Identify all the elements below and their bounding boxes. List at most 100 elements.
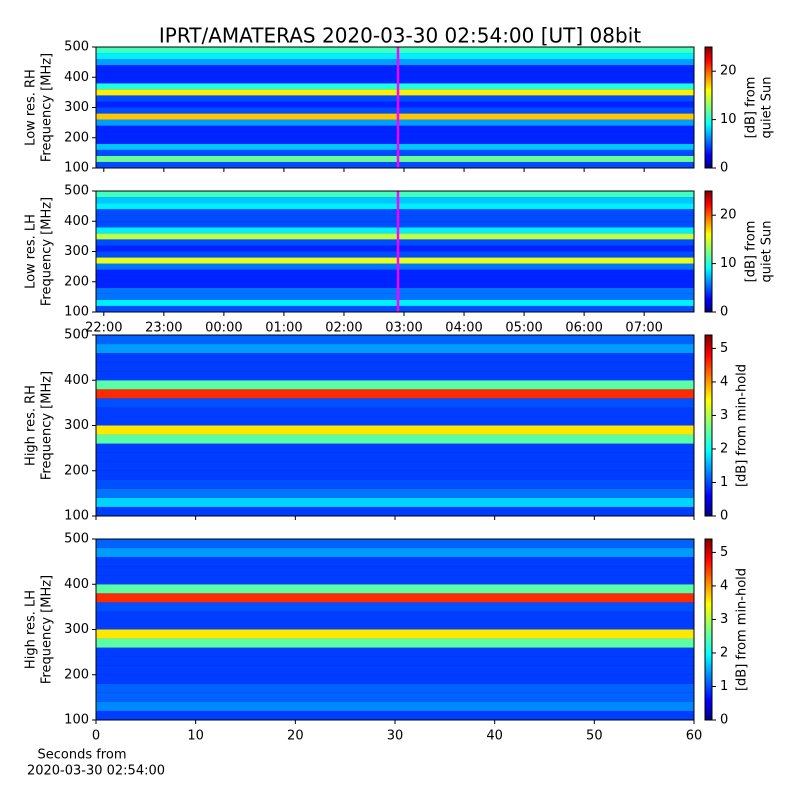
y-tick-label: 200 bbox=[64, 274, 89, 289]
spectrum-band bbox=[96, 95, 694, 102]
y-tick-label: 500 bbox=[64, 40, 89, 55]
y-tick-label: 100 bbox=[64, 305, 89, 320]
y-tick-label: 100 bbox=[64, 161, 89, 176]
spectrum-band bbox=[96, 371, 694, 381]
spectrum-band bbox=[96, 83, 694, 90]
colorbar-tick-label: 1 bbox=[720, 679, 728, 694]
spectrum-band bbox=[96, 119, 694, 126]
colorbar-tick-label: 2 bbox=[720, 441, 728, 456]
spectrum-band bbox=[96, 155, 694, 162]
colorbar-tick-label: 0 bbox=[720, 509, 728, 524]
spectrum-band bbox=[96, 434, 694, 444]
spectrum-band bbox=[96, 647, 694, 657]
x-tick-label: 03:00 bbox=[385, 321, 422, 336]
spectrum-band bbox=[96, 398, 694, 408]
spectrum-band bbox=[96, 239, 694, 246]
spectrum-band bbox=[96, 203, 694, 210]
spectrum-band bbox=[96, 479, 694, 489]
spectrum-band bbox=[96, 470, 694, 480]
y-tick-label: 300 bbox=[64, 418, 89, 433]
x-tick-label: 0 bbox=[92, 729, 100, 744]
spectrum-band bbox=[96, 461, 694, 471]
colorbar bbox=[704, 46, 713, 169]
y-axis-label: High res. RH bbox=[24, 385, 39, 466]
spectrum-band bbox=[96, 191, 694, 198]
spectrum-band bbox=[96, 506, 694, 516]
spectrum-band bbox=[96, 602, 694, 612]
spectrum-band bbox=[96, 692, 694, 702]
y-tick-label: 100 bbox=[64, 509, 89, 524]
x-tick-label: 07:00 bbox=[625, 321, 662, 336]
spectrum-band bbox=[96, 233, 694, 240]
y-axis-label: Frequency [MHz] bbox=[40, 371, 55, 480]
colorbar-label: [dB] from min-hold bbox=[735, 568, 750, 691]
y-axis-label: High res. LH bbox=[24, 590, 39, 669]
y-tick-label: 400 bbox=[64, 70, 89, 85]
spectrum-band bbox=[96, 620, 694, 630]
colorbar-tick-label: 4 bbox=[720, 578, 728, 593]
colorbar-tick-label: 10 bbox=[720, 256, 737, 271]
colorbar bbox=[704, 334, 713, 517]
spectrum-band bbox=[96, 416, 694, 426]
spectrum-band bbox=[96, 275, 694, 282]
x-tick-label: 22:00 bbox=[85, 321, 122, 336]
spectrum-band bbox=[96, 389, 694, 399]
spectrum-band bbox=[96, 149, 694, 156]
y-tick-label: 400 bbox=[64, 214, 89, 229]
chart-title: IPRT/AMATERAS 2020-03-30 02:54:00 [UT] 0… bbox=[159, 24, 641, 48]
x-tick-label: 23:00 bbox=[145, 321, 182, 336]
spectrum-band bbox=[96, 53, 694, 60]
spectrum-band bbox=[96, 293, 694, 300]
colorbar-tick-label: 10 bbox=[720, 112, 737, 127]
y-tick-label: 400 bbox=[64, 373, 89, 388]
x-tick-label: 02:00 bbox=[325, 321, 362, 336]
colorbar bbox=[704, 538, 713, 721]
spectrum-band bbox=[96, 656, 694, 666]
spectrum-band bbox=[96, 584, 694, 594]
colorbar-tick-label: 0 bbox=[720, 305, 728, 320]
y-tick-label: 400 bbox=[64, 577, 89, 592]
spectrum-band bbox=[96, 227, 694, 234]
spectrum-band bbox=[96, 47, 694, 54]
y-tick-label: 100 bbox=[64, 713, 89, 728]
colorbar-tick-label: 5 bbox=[720, 545, 728, 560]
spectrum-band bbox=[96, 89, 694, 96]
spectrum-band bbox=[96, 299, 694, 306]
colorbar-tick-label: 0 bbox=[720, 713, 728, 728]
spectrum-band bbox=[96, 638, 694, 648]
colorbar bbox=[704, 190, 713, 313]
spectrum-band bbox=[96, 335, 694, 345]
spectrum-band bbox=[96, 113, 694, 120]
y-tick-label: 500 bbox=[64, 532, 89, 547]
spectrum-band bbox=[96, 269, 694, 276]
colorbar-tick-label: 20 bbox=[720, 64, 737, 79]
colorbar-tick-label: 5 bbox=[720, 341, 728, 356]
spectrum-band bbox=[96, 125, 694, 132]
spectrum-band bbox=[96, 443, 694, 453]
x-axis-label: 2020-03-30 02:54:00 bbox=[27, 764, 165, 779]
spectrum-band bbox=[96, 305, 694, 312]
y-tick-label: 300 bbox=[64, 100, 89, 115]
x-tick-label: 10 bbox=[187, 729, 204, 744]
x-tick-label: 50 bbox=[586, 729, 603, 744]
spectrum-band bbox=[96, 281, 694, 288]
x-tick-label: 01:00 bbox=[265, 321, 302, 336]
spectrum-band bbox=[96, 137, 694, 144]
x-tick-label: 30 bbox=[387, 729, 404, 744]
spectrum-band bbox=[96, 710, 694, 720]
spectrum-band bbox=[96, 575, 694, 585]
spectrum-band bbox=[96, 566, 694, 576]
spectrum-band bbox=[96, 380, 694, 390]
spectrum-band bbox=[96, 353, 694, 363]
spectrum-band bbox=[96, 251, 694, 258]
colorbar-tick-label: 1 bbox=[720, 475, 728, 490]
spectrum-band bbox=[96, 263, 694, 270]
spectrum-band bbox=[96, 131, 694, 138]
spectrum-band bbox=[96, 629, 694, 639]
y-tick-label: 300 bbox=[64, 622, 89, 637]
y-tick-label: 200 bbox=[64, 463, 89, 478]
spectrum-band bbox=[96, 407, 694, 417]
spectrum-band bbox=[96, 257, 694, 264]
spectrum-band bbox=[96, 362, 694, 372]
spectrum-band bbox=[96, 344, 694, 354]
